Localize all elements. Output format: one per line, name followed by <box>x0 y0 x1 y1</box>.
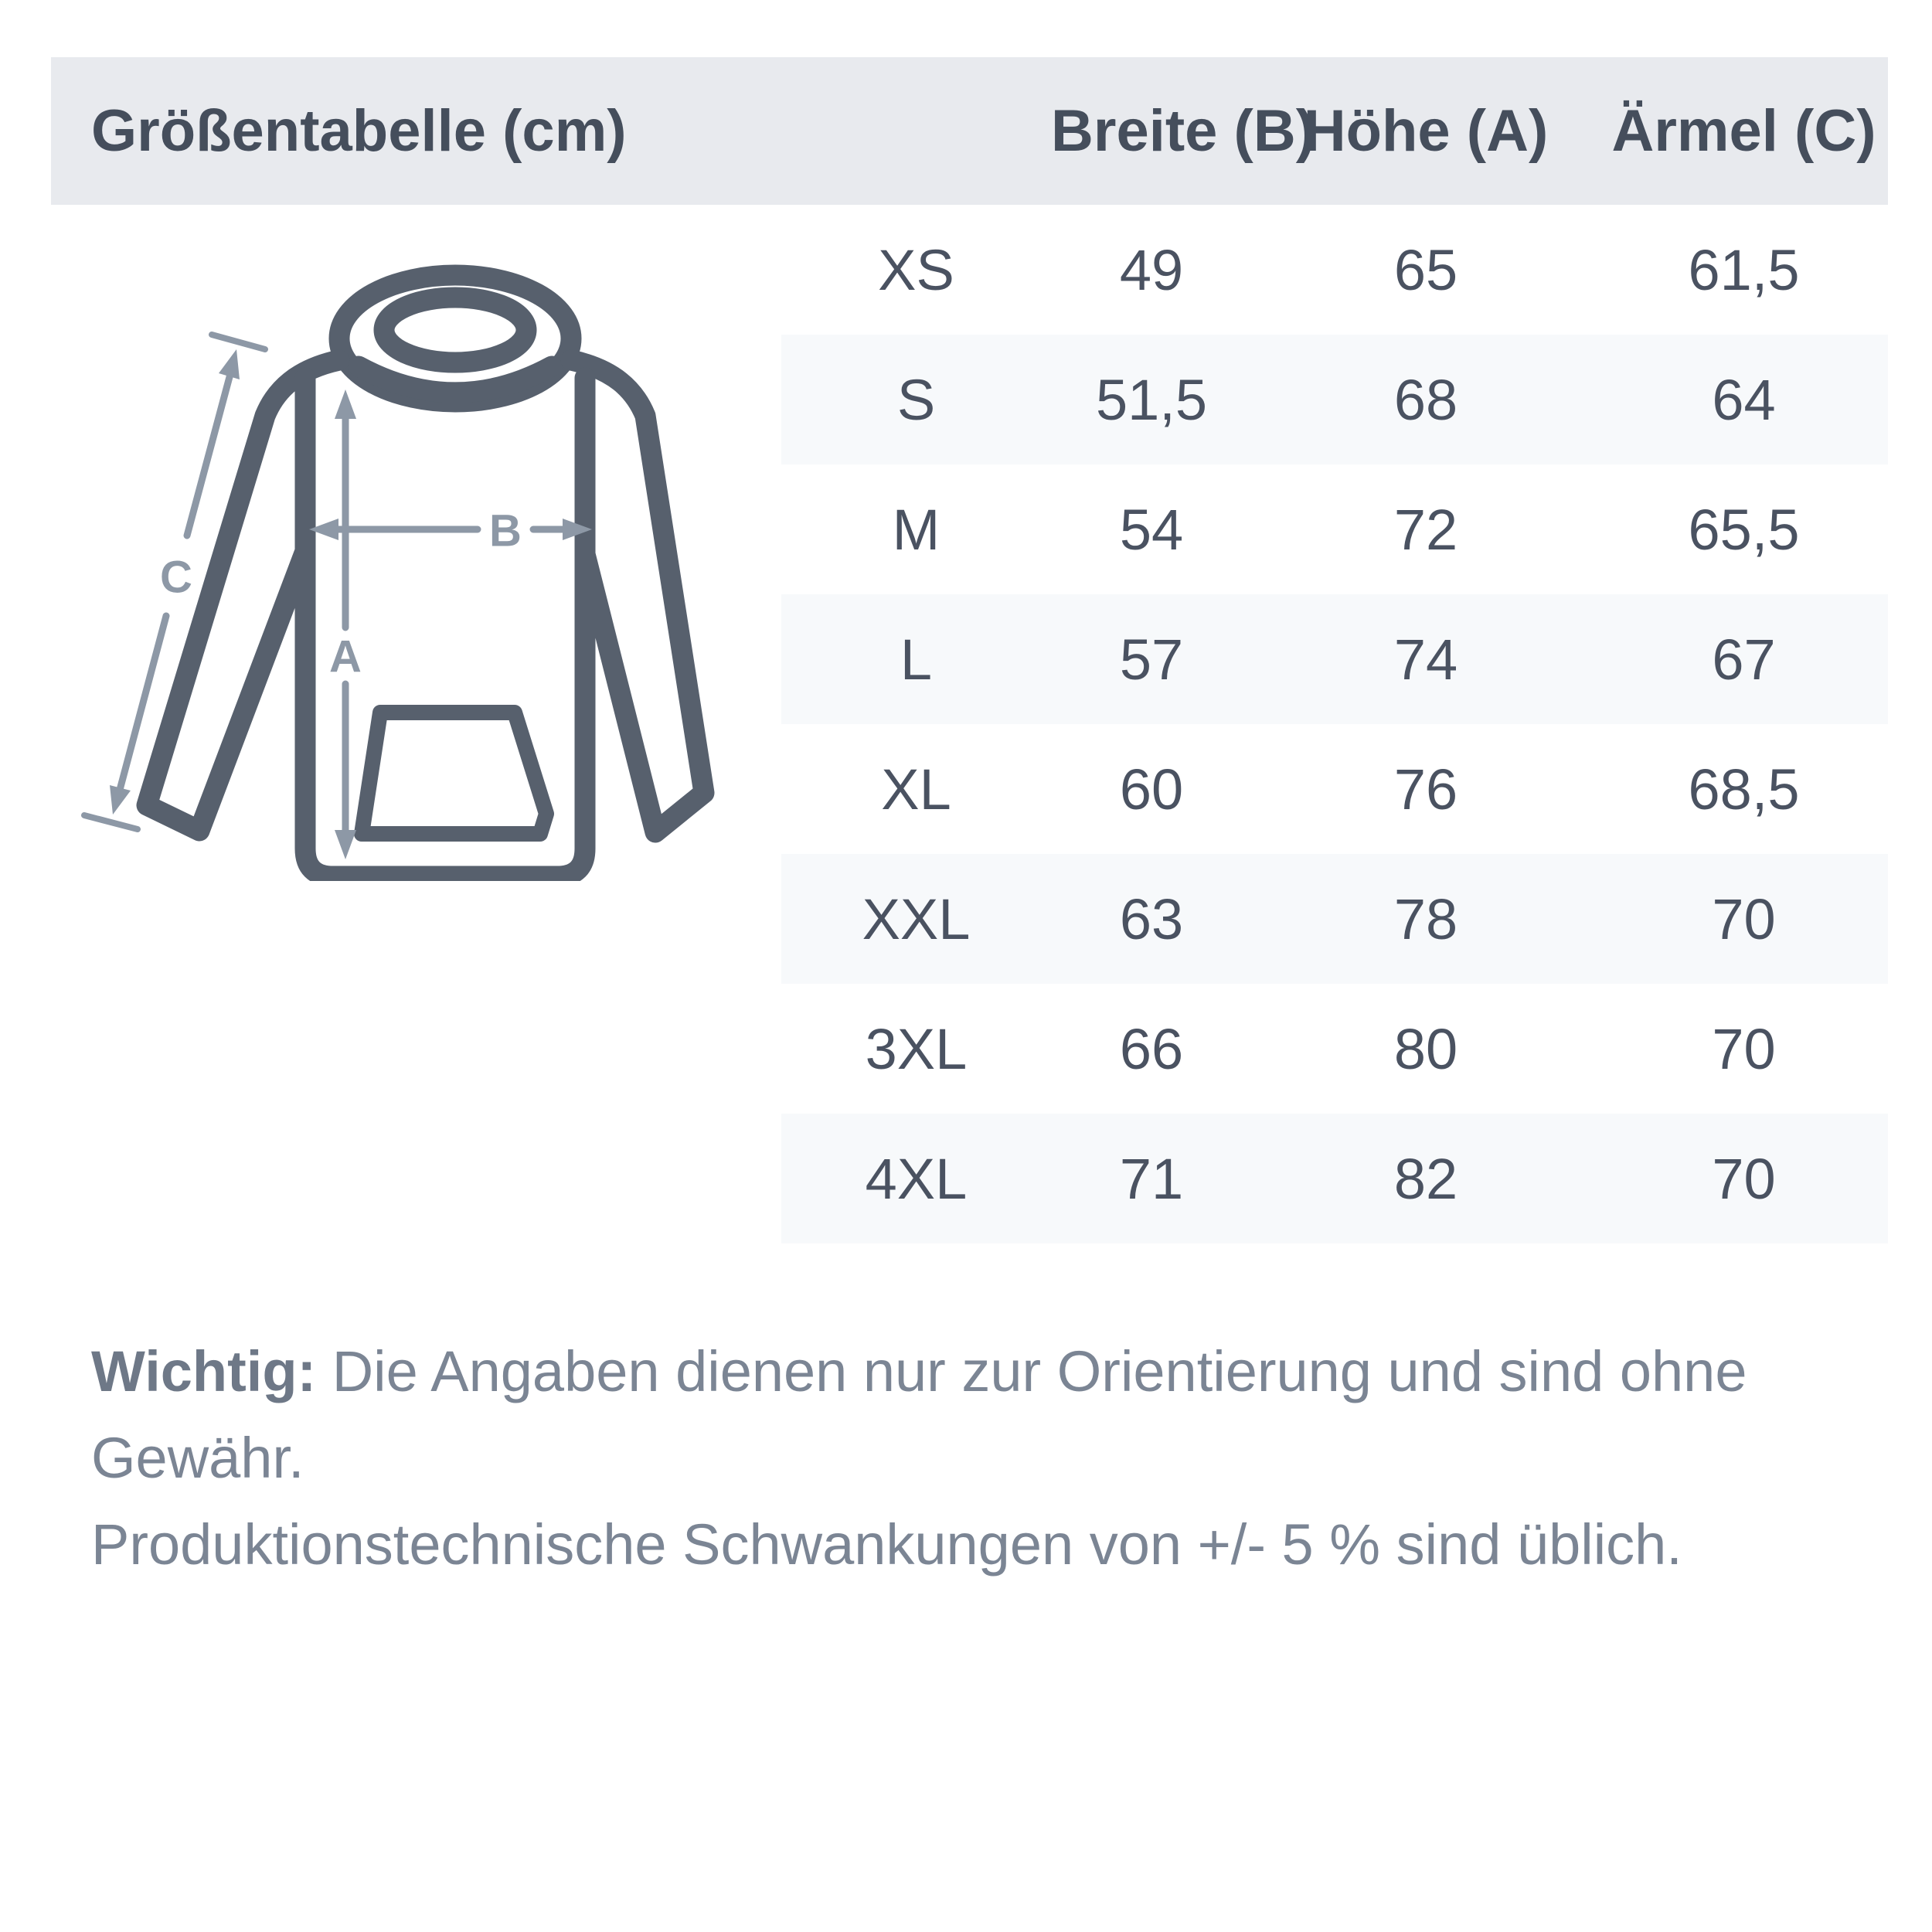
page-title: Größentabelle (cm) <box>91 98 627 164</box>
hoehe-cell: 78 <box>1393 886 1458 951</box>
arrow-c-ticks <box>81 332 268 832</box>
aermel-cell: 65,5 <box>1688 497 1800 562</box>
disclaimer-note: Wichtig: Die Angaben dienen nur zur Orie… <box>91 1328 1892 1588</box>
breite-cell: 51,5 <box>1095 367 1208 432</box>
table-row-m: M 54 72 65,5 <box>781 464 1888 594</box>
size-cell: XL <box>881 757 951 821</box>
aermel-cell: 64 <box>1712 367 1776 432</box>
table-row-s: S 51,5 68 64 <box>781 335 1888 464</box>
table-header-bar: Größentabelle (cm) Breite (B) Höhe (A) Ä… <box>51 57 1888 205</box>
dimension-labels: A B C <box>160 506 522 682</box>
arrow-c-line <box>116 370 234 794</box>
size-cell: S <box>896 367 936 432</box>
aermel-cell: 68,5 <box>1688 757 1800 821</box>
aermel-cell: 70 <box>1712 1016 1776 1081</box>
breite-cell: 71 <box>1119 1146 1184 1211</box>
hood-collar <box>348 355 563 403</box>
disclaimer-line1: Die Angaben dienen nur zur Orientierung … <box>91 1339 1747 1490</box>
size-cell: 4XL <box>865 1146 968 1211</box>
label-b: B <box>489 506 522 556</box>
size-cell: XXL <box>862 886 971 951</box>
size-cell: M <box>892 497 940 562</box>
hoodie-measurement-diagram: A B C <box>81 264 715 881</box>
hoehe-cell: 80 <box>1393 1016 1458 1081</box>
table-row-xl: XL 60 76 68,5 <box>781 724 1888 854</box>
breite-cell: 66 <box>1119 1016 1184 1081</box>
dimension-arrows <box>81 332 592 859</box>
aermel-cell: 61,5 <box>1688 237 1800 302</box>
body <box>294 367 596 881</box>
arrow-b-heads <box>309 519 592 540</box>
hoehe-cell: 65 <box>1393 237 1458 302</box>
hoodie-outline <box>136 264 715 881</box>
hoehe-cell: 82 <box>1393 1146 1458 1211</box>
size-table: XS 49 65 61,5 S 51,5 68 64 M 54 72 65,5 … <box>781 205 1888 1243</box>
right-sleeve <box>560 349 715 843</box>
breite-cell: 49 <box>1119 237 1184 302</box>
breite-cell: 57 <box>1119 627 1184 692</box>
aermel-cell: 70 <box>1712 886 1776 951</box>
table-row-xxl: XXL 63 78 70 <box>781 854 1888 984</box>
aermel-cell: 67 <box>1712 627 1776 692</box>
disclaimer-line2: Produktionstechnische Schwankungen von +… <box>91 1512 1682 1577</box>
table-row-3xl: 3XL 66 80 70 <box>781 984 1888 1114</box>
left-sleeve <box>136 349 350 842</box>
breite-cell: 60 <box>1119 757 1184 821</box>
size-cell: XS <box>878 237 954 302</box>
column-headers: Breite (B) Höhe (A) Ärmel (C) <box>781 57 1888 205</box>
table-row-l: L 57 74 67 <box>781 594 1888 724</box>
size-cell: 3XL <box>865 1016 968 1081</box>
size-cell: L <box>900 627 933 692</box>
label-a: A <box>329 632 362 682</box>
column-header-breite: Breite (B) <box>1051 98 1316 164</box>
hood-opening <box>373 287 537 373</box>
table-row-4xl: 4XL 71 82 70 <box>781 1114 1888 1243</box>
column-header-aermel: Ärmel (C) <box>1611 98 1876 164</box>
pocket <box>354 705 554 842</box>
hoehe-cell: 74 <box>1393 627 1458 692</box>
breite-cell: 63 <box>1119 886 1184 951</box>
column-header-hoehe: Höhe (A) <box>1303 98 1549 164</box>
table-row-xs: XS 49 65 61,5 <box>781 205 1888 335</box>
label-c: C <box>160 553 192 603</box>
disclaimer-label: Wichtig: <box>91 1339 317 1403</box>
hoehe-cell: 68 <box>1393 367 1458 432</box>
breite-cell: 54 <box>1119 497 1184 562</box>
hoehe-cell: 76 <box>1393 757 1458 821</box>
hoehe-cell: 72 <box>1393 497 1458 562</box>
aermel-cell: 70 <box>1712 1146 1776 1211</box>
